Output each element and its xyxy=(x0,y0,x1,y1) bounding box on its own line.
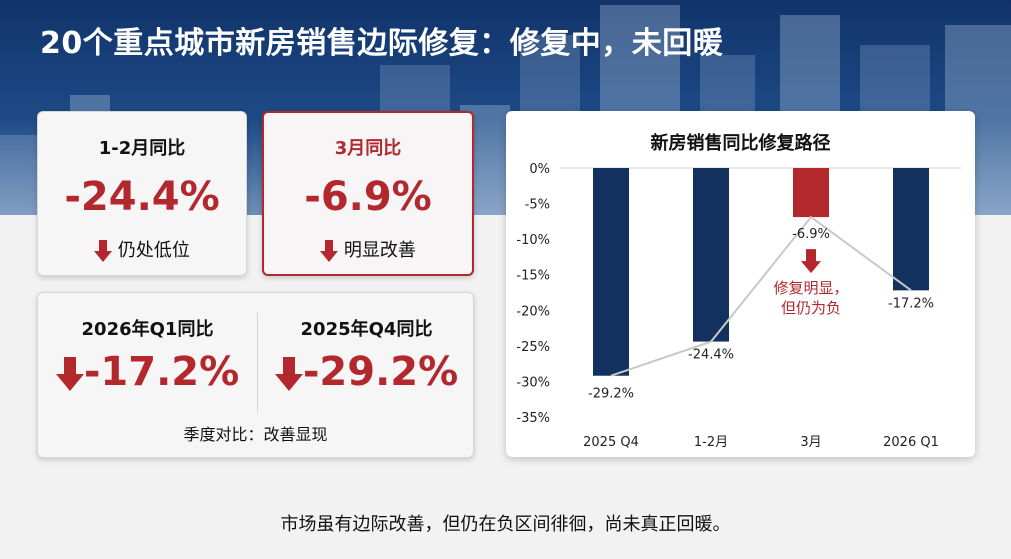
down-arrow-icon xyxy=(94,240,113,262)
down-arrow-icon xyxy=(801,249,821,274)
y-tick-label: -25% xyxy=(516,340,550,355)
y-tick-label: -30% xyxy=(516,375,550,390)
q4-label: 2025年Q4同比 xyxy=(300,319,433,340)
march-card: 3月同比 -6.9% 明显改善 xyxy=(262,111,474,276)
y-tick-label: -5% xyxy=(525,198,550,213)
bar xyxy=(693,168,729,342)
x-tick-label: 3月 xyxy=(800,435,821,450)
jan-feb-note: 仍处低位 xyxy=(117,240,190,261)
y-tick-label: -15% xyxy=(516,269,550,284)
bar-chart: 0% -5% -10% -15% -20% -25% -30% -35% -29.2% -24.4… xyxy=(516,162,961,450)
jan-feb-label: 1-2月同比 xyxy=(98,138,186,159)
chart-card: 新房销售同比修复路径 0% -5% -10% -15% -20% -25% -30% -35%… xyxy=(506,111,975,457)
down-arrow-icon xyxy=(274,357,303,391)
march-value: -6.9% xyxy=(304,174,432,220)
bar xyxy=(593,168,629,376)
march-note: 明显改善 xyxy=(343,240,416,261)
annotation: 但仍为负 xyxy=(781,299,841,317)
bar xyxy=(793,168,829,218)
q4-value: -29.2% xyxy=(302,349,459,395)
jan-feb-value: -24.4% xyxy=(64,174,220,220)
quarter-caption: 季度对比：改善显现 xyxy=(183,425,328,444)
data-label: -29.2% xyxy=(588,387,634,402)
q1-label: 2026年Q1同比 xyxy=(81,319,214,340)
data-label: -6.9% xyxy=(792,227,830,242)
data-label: -24.4% xyxy=(688,348,734,363)
q4-column: 2025年Q4同比 -29.2% xyxy=(257,293,476,453)
y-tick-label: -35% xyxy=(516,411,550,426)
q1-value: -17.2% xyxy=(83,349,240,395)
x-tick-label: 1-2月 xyxy=(694,435,728,450)
footer-summary: 市场虽有边际改善，但仍在负区间徘徊，尚未真正回暖。 xyxy=(280,514,731,535)
down-arrow-icon xyxy=(55,357,84,391)
y-tick-label: -20% xyxy=(516,304,550,319)
annotation: 修复明显， xyxy=(773,279,848,297)
quarter-compare-card: 2026年Q1同比 -17.2% 2025年Q4同比 -29.2% 季度对比：改… xyxy=(37,292,474,458)
march-label: 3月同比 xyxy=(334,138,402,159)
trend-line xyxy=(610,215,912,377)
x-tick-label: 2025 Q4 xyxy=(583,435,639,450)
down-arrow-icon xyxy=(320,240,339,262)
chart-title: 新房销售同比修复路径 xyxy=(650,133,831,154)
jan-feb-card: 1-2月同比 -24.4% 仍处低位 xyxy=(37,111,247,276)
bar xyxy=(893,168,929,291)
y-tick-label: -10% xyxy=(516,233,550,248)
x-tick-label: 2026 Q1 xyxy=(883,435,939,450)
y-tick-label: 0% xyxy=(529,162,550,177)
divider xyxy=(257,313,258,413)
page-title: 20个重点城市新房销售边际修复：修复中，未回暖 xyxy=(40,26,724,61)
data-label: -17.2% xyxy=(888,296,934,311)
q1-column: 2026年Q1同比 -17.2% xyxy=(38,293,257,453)
